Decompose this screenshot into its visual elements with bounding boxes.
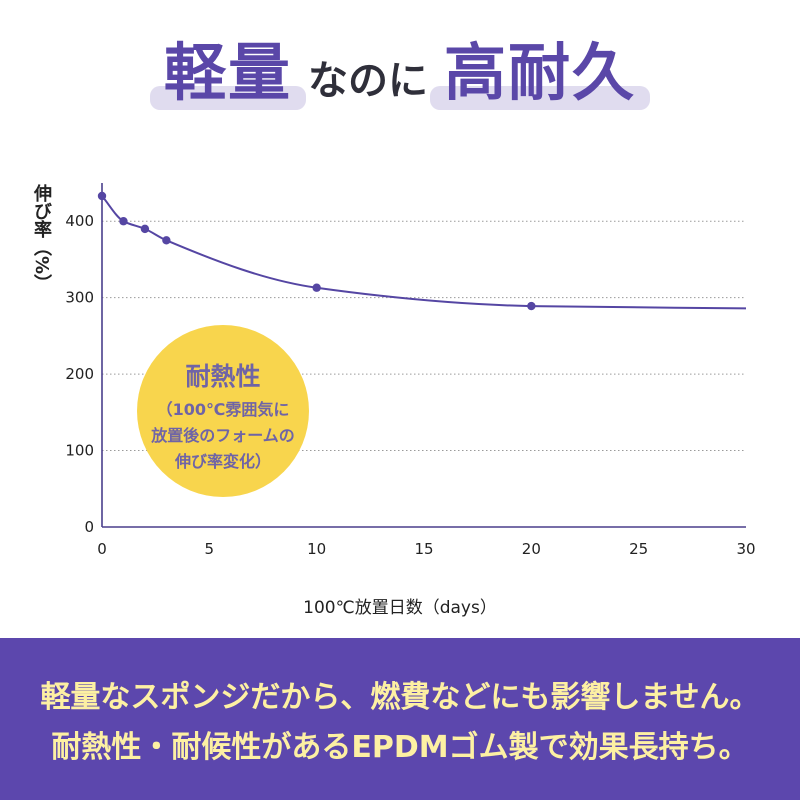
x-tick-label: 20 xyxy=(522,540,541,558)
x-tick-label: 5 xyxy=(205,540,215,558)
y-tick-label: 100 xyxy=(65,442,94,460)
badge-line: （100℃雰囲気に xyxy=(156,400,290,419)
badge-line: 放置後のフォームの xyxy=(151,426,295,445)
headline: 軽量 なのに 高耐久 xyxy=(0,38,800,114)
data-point xyxy=(140,224,150,234)
series-line xyxy=(101,195,747,310)
y-tick-label: 400 xyxy=(65,212,94,230)
footer-line-2: 耐熱性・耐候性があるEPDMゴム製で効果長持ち。 xyxy=(51,730,749,765)
data-point xyxy=(312,283,321,292)
x-tick-label: 0 xyxy=(97,540,107,558)
footer-line-1: 軽量なスポンジだから、燃費などにも影響しません。 xyxy=(40,680,760,715)
headline-word-durable: 高耐久 xyxy=(429,36,651,110)
data-point xyxy=(119,217,128,226)
x-tick-label: 25 xyxy=(629,540,648,558)
x-axis-label: 100℃放置日数（days） xyxy=(303,598,497,618)
data-point xyxy=(162,236,171,245)
x-tick-label: 30 xyxy=(736,540,755,558)
elongation-line-chart: 0 100 200 300 400 0 5 10 15 20 25 30 xyxy=(65,183,756,558)
headline-word-lightweight: 軽量 xyxy=(149,36,307,110)
footer-banner: 軽量なスポンジだから、燃費などにも影響しません。 耐熱性・耐候性があるEPDMゴ… xyxy=(0,638,800,800)
badge-line: 伸び率変化） xyxy=(174,452,271,471)
data-point xyxy=(97,191,107,201)
y-tick-label: 0 xyxy=(84,518,94,536)
x-tick-label: 15 xyxy=(414,540,433,558)
headline-connector: なのに xyxy=(308,58,428,104)
y-tick-label: 300 xyxy=(65,289,94,307)
y-axis-label: 伸び率（%） xyxy=(31,184,52,293)
badge-title: 耐熱性 xyxy=(185,362,261,391)
data-point xyxy=(527,301,536,311)
x-tick-label: 10 xyxy=(307,540,326,558)
y-tick-label: 200 xyxy=(65,365,94,383)
heat-resistance-badge: 耐熱性 （100℃雰囲気に 放置後のフォームの 伸び率変化） xyxy=(137,325,309,497)
